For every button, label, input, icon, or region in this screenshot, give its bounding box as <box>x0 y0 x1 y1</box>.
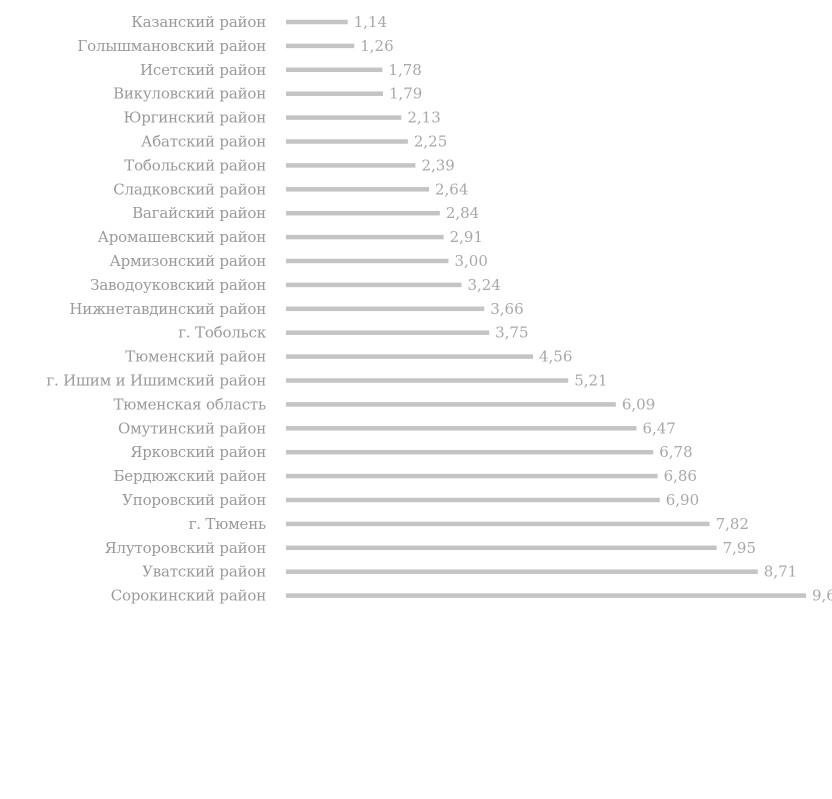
bar <box>286 234 444 240</box>
bar <box>286 67 383 73</box>
value-label: 4,56 <box>539 348 572 366</box>
category-label: Заводоуковский район <box>90 276 266 294</box>
category-label: Тюменский район <box>125 348 266 366</box>
bar <box>286 282 462 288</box>
bar <box>286 330 490 335</box>
bar <box>286 306 485 312</box>
category-label: Нижнетавдинский район <box>69 300 266 318</box>
bar <box>286 139 408 144</box>
value-label: 9,60 <box>812 587 832 605</box>
category-label: Юргинский район <box>124 109 267 127</box>
bar <box>286 115 402 120</box>
bar <box>286 497 660 503</box>
value-label: 2,64 <box>435 180 468 198</box>
bar <box>286 569 758 574</box>
value-label: 1,26 <box>360 37 393 55</box>
bar <box>286 354 533 359</box>
bar <box>286 187 429 192</box>
value-label: 1,79 <box>389 85 422 103</box>
bar <box>286 593 806 598</box>
category-label: Уватский район <box>142 563 266 581</box>
value-label: 6,09 <box>622 395 655 413</box>
bar <box>286 521 710 527</box>
value-label: 6,78 <box>659 443 692 461</box>
category-label: Тюменская область <box>113 395 266 413</box>
category-label: Омутинский район <box>118 419 266 437</box>
value-label: 3,66 <box>490 300 523 318</box>
bar <box>286 378 569 383</box>
value-label: 1,14 <box>354 13 387 31</box>
category-label: Казанский район <box>131 13 266 31</box>
category-label: Ярковский район <box>130 443 266 461</box>
bar <box>286 449 654 455</box>
bar <box>286 43 355 49</box>
value-label: 2,25 <box>414 133 447 151</box>
value-label: 7,82 <box>716 515 749 533</box>
bar <box>286 258 449 264</box>
category-label: г. Тобольск <box>178 324 267 342</box>
category-label: Бердюжский район <box>113 467 266 485</box>
category-label: Абатский район <box>141 133 266 151</box>
value-label: 2,84 <box>446 204 479 222</box>
category-label: Аромашевский район <box>98 228 267 246</box>
value-label: 2,91 <box>450 228 483 246</box>
bar <box>286 210 440 216</box>
value-label: 6,86 <box>664 467 697 485</box>
value-label: 3,24 <box>468 276 501 294</box>
bars <box>286 19 806 598</box>
bar <box>286 473 658 479</box>
bar <box>286 163 416 168</box>
bar <box>286 91 383 96</box>
value-label: 3,00 <box>455 252 488 270</box>
category-labels: Казанский район Голышмановский район Исетс… <box>46 13 267 605</box>
category-label: г. Ишим и Ишимский район <box>46 372 266 390</box>
category-label: Армизонский район <box>109 252 266 270</box>
value-label: 6,90 <box>666 491 699 509</box>
category-label: Упоровский район <box>122 491 266 509</box>
value-label: 2,13 <box>407 109 440 127</box>
value-label: 7,95 <box>723 539 756 557</box>
value-label: 1,78 <box>388 61 421 79</box>
category-label: Викуловский район <box>113 85 266 103</box>
value-label: 3,75 <box>495 324 528 342</box>
category-label: г. Тюмень <box>189 515 266 533</box>
value-label: 5,21 <box>574 372 607 390</box>
category-label: Тобольский район <box>124 156 266 174</box>
category-label: Голышмановский район <box>77 37 266 55</box>
category-label: Исетский район <box>140 61 266 79</box>
category-label: Ялуторовский район <box>105 539 267 557</box>
value-label: 8,71 <box>764 563 797 581</box>
bar <box>286 426 637 431</box>
bar <box>286 545 717 551</box>
value-label: 6,47 <box>642 419 675 437</box>
bar <box>286 19 348 25</box>
value-label: 2,39 <box>421 156 454 174</box>
category-label: Сладковский район <box>113 180 266 198</box>
category-label: Сорокинский район <box>111 587 266 605</box>
value-labels: 1,14 1,26 1,78 1,79 2,13 2,25 2,39 2,64 2,84 2,91… <box>354 13 832 605</box>
category-label: Вагайский район <box>132 204 266 222</box>
bar <box>286 402 616 407</box>
